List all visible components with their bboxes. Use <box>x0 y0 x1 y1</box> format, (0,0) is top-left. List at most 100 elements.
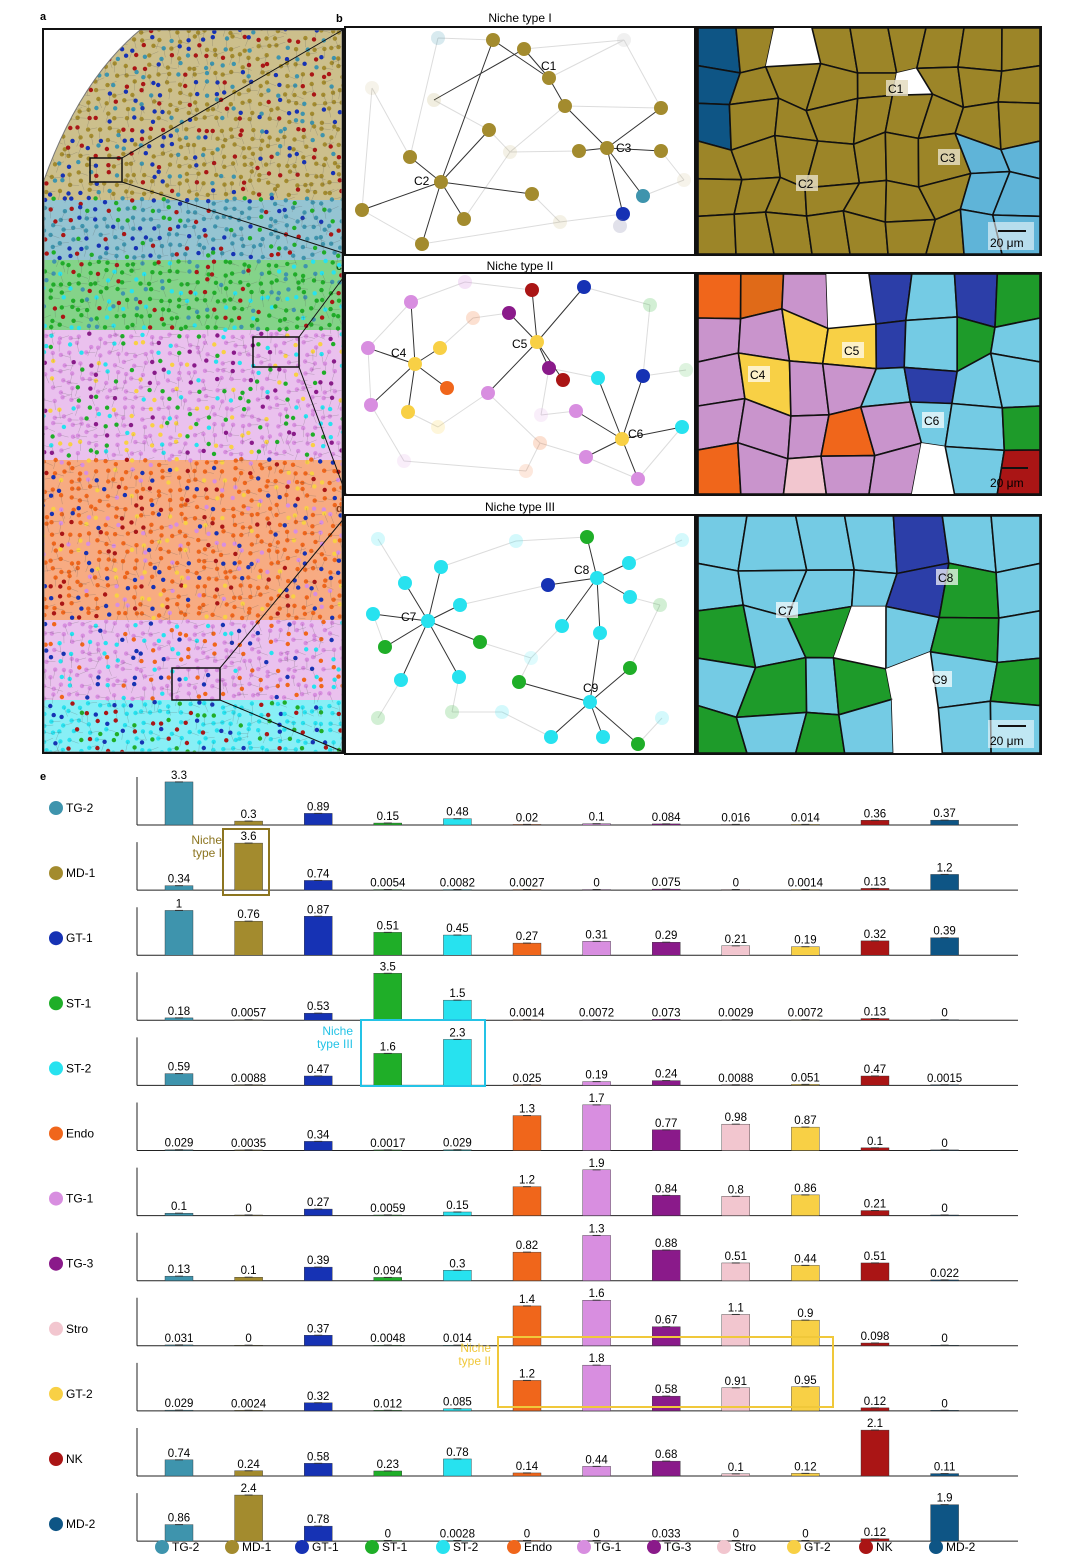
bar <box>443 1270 472 1281</box>
row-label: TG-1 <box>66 1192 94 1206</box>
graph-node <box>519 464 533 478</box>
bar <box>164 910 194 956</box>
bar <box>930 937 959 956</box>
bar <box>443 818 472 826</box>
graph-node <box>509 534 523 548</box>
bar-value-label: 0.32 <box>864 929 886 941</box>
bar-value-label: 0.016 <box>721 812 750 824</box>
graph-node <box>525 283 539 297</box>
bar-value-label: 1.1 <box>728 1302 744 1314</box>
legend-label: Stro <box>734 1540 756 1554</box>
bar <box>930 1504 959 1542</box>
graph-node <box>600 141 614 155</box>
neighborhood-enrichment-bar-chart: TG-2 3.3 0.3 0.89 0.15 0.48 0.02 0.1 0.084 0.016 0… <box>49 770 1018 1542</box>
bar-value-label: 0.094 <box>373 1265 402 1277</box>
bar <box>512 942 542 956</box>
scale-bar-b: 20 μm <box>988 222 1034 250</box>
scale-bar-d: 20 μm <box>988 720 1034 748</box>
bar-value-label: 1.3 <box>519 1104 535 1116</box>
bar-value-label: 0 <box>733 1529 739 1541</box>
bar <box>860 1429 890 1477</box>
legend-item-st-1: ST-1 <box>365 1540 408 1554</box>
bar-value-label: 0.77 <box>655 1118 677 1130</box>
row-color-dot <box>49 1126 63 1141</box>
bar-value-label: 3.3 <box>171 770 187 782</box>
graph-node <box>466 311 480 325</box>
legend-label: ST-2 <box>453 1540 479 1554</box>
tag-c5: C5 <box>512 337 528 351</box>
bar-value-label: 0.44 <box>794 1253 817 1265</box>
graph-node <box>533 436 547 450</box>
img-tag-c4: C4 <box>750 368 766 382</box>
graph-node <box>596 730 610 744</box>
row-label: Stro <box>66 1322 88 1336</box>
row-color-dot <box>49 1061 63 1076</box>
bar-value-label: 0.0024 <box>231 1398 267 1410</box>
graph-node <box>590 571 604 585</box>
bar-value-label: 0.0035 <box>231 1138 266 1150</box>
row-color-dot <box>49 1452 63 1466</box>
legend-item-nk: NK <box>859 1540 893 1554</box>
bar <box>582 1300 611 1346</box>
niche-i-segmentation-image <box>698 28 1040 254</box>
bar-value-label: 1.6 <box>589 1288 605 1300</box>
bar-value-label: 0.1 <box>171 1201 187 1213</box>
bar <box>443 1458 472 1477</box>
bar <box>512 1115 542 1151</box>
legend-label: ST-1 <box>382 1540 408 1554</box>
highlight-label: Niche <box>191 833 222 847</box>
graph-node <box>569 404 583 418</box>
highlight-label: type I <box>193 846 222 860</box>
graph-node <box>403 150 417 164</box>
bar-value-label: 0.47 <box>307 1064 329 1076</box>
bar-value-label: 0.0088 <box>718 1073 753 1085</box>
graph-node <box>617 33 631 47</box>
bar <box>373 932 402 956</box>
graph-node <box>458 275 472 289</box>
bar <box>304 1525 333 1542</box>
row-label: MD-1 <box>66 866 96 880</box>
niche-iii-graph <box>366 530 689 751</box>
graph-node <box>355 203 369 217</box>
bar-value-label: 0.27 <box>307 1197 329 1209</box>
bar-value-label: 0.24 <box>237 1459 260 1471</box>
graph-node <box>577 280 591 294</box>
bar-value-label: 0.53 <box>307 1001 329 1013</box>
chart-row-st-2: ST-2 0.59 0.0088 0.47 1.6 2.3 0.025 0.19 0.24 0.0… <box>49 1027 1018 1086</box>
bar-value-label: 0.39 <box>933 926 955 938</box>
bar <box>164 1524 194 1542</box>
graph-node <box>433 341 447 355</box>
bar-value-label: 0.27 <box>516 931 538 943</box>
graph-node <box>623 590 637 604</box>
graph-node <box>495 705 509 719</box>
bar-value-label: 0.075 <box>652 877 681 889</box>
bar-value-label: 0.1 <box>589 812 605 824</box>
graph-node <box>675 533 689 547</box>
graph-node <box>434 560 448 574</box>
panel-b-image-frame <box>696 26 1042 256</box>
bar-value-label: 1.2 <box>937 862 953 874</box>
bar <box>304 1335 333 1347</box>
bar-value-label: 0 <box>385 1529 391 1541</box>
bar-value-label: 1.8 <box>589 1353 605 1365</box>
legend-item-gt-2: GT-2 <box>787 1540 831 1554</box>
graph-node <box>534 408 548 422</box>
bar-value-label: 0.59 <box>168 1062 190 1074</box>
bar-value-label: 0.11 <box>934 1462 956 1474</box>
bar <box>860 1075 890 1086</box>
bar-value-label: 0.51 <box>864 1251 886 1263</box>
graph-node <box>572 144 586 158</box>
bar-value-label: 0.051 <box>791 1072 820 1084</box>
tag-c3: C3 <box>616 141 632 155</box>
bar-value-label: 0.014 <box>443 1333 472 1345</box>
bar-value-label: 0.022 <box>930 1268 959 1280</box>
bar-value-label: 0.0082 <box>440 878 475 890</box>
bar-value-label: 0.029 <box>443 1138 472 1150</box>
graph-node <box>482 123 496 137</box>
graph-node <box>431 31 445 45</box>
zoom-box-niche-ii <box>252 336 300 368</box>
bar-value-label: 0.86 <box>168 1513 190 1525</box>
bar <box>582 1104 611 1151</box>
legend-label: MD-2 <box>946 1540 976 1554</box>
